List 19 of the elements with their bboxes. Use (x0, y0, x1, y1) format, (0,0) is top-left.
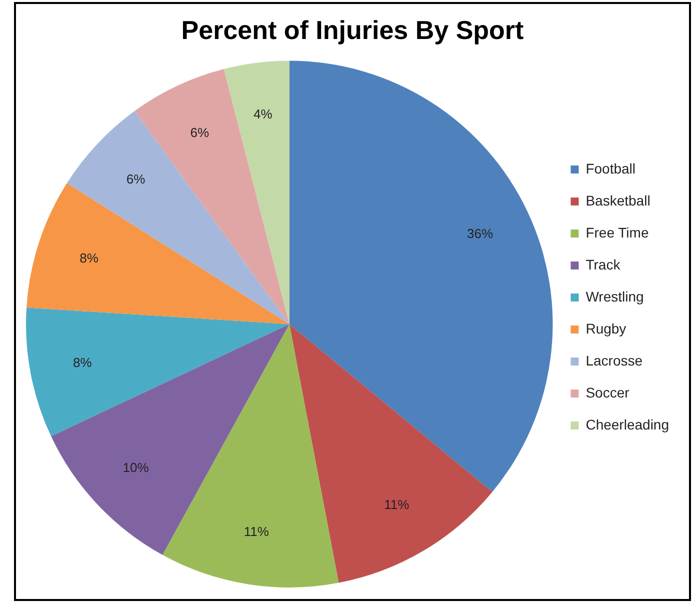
data-label: 11% (244, 524, 270, 539)
legend-label: Rugby (586, 320, 626, 336)
data-label: 8% (73, 355, 92, 370)
data-label: 10% (122, 460, 150, 475)
data-label: 8% (80, 250, 99, 266)
legend-label: Soccer (586, 384, 630, 400)
legend-label: Football (586, 160, 636, 176)
data-label: 6% (190, 125, 210, 140)
legend-label: Free Time (586, 224, 649, 240)
legend-label: Track (586, 256, 622, 272)
legend-label: Cheerleading (586, 416, 670, 432)
legend-label: Basketball (586, 192, 650, 208)
data-label: 6% (126, 171, 146, 186)
data-label: 4% (254, 106, 273, 122)
legend-label: Lacrosse (586, 352, 643, 368)
data-label: 11% (384, 497, 410, 512)
legend-label: Wrestling (586, 288, 644, 304)
chart-title: Percent of Injuries By Sport (181, 14, 524, 45)
data-label: 36% (466, 226, 494, 241)
